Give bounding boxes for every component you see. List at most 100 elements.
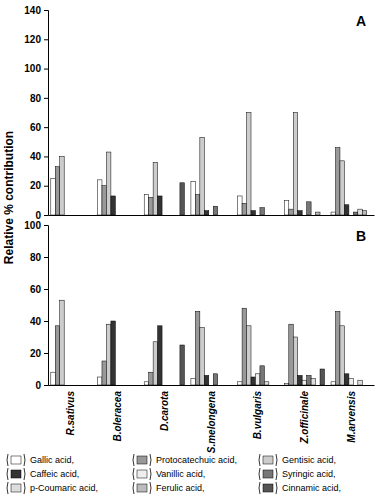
bar: [260, 208, 264, 215]
y-tick-mark: [44, 69, 48, 70]
bar: [106, 152, 110, 215]
bar: [353, 385, 357, 386]
y-tick-mark: [44, 186, 48, 187]
bar: [284, 200, 288, 215]
y-tick-mark: [44, 98, 48, 99]
y-tick: 140: [24, 5, 48, 16]
legend-item: Gentisic acid,: [259, 454, 336, 466]
y-tick-label: 120: [24, 34, 41, 45]
x-tick-label: S.melongena: [206, 391, 217, 454]
bar: [222, 215, 226, 216]
bar: [73, 215, 77, 216]
x-tick-label: B.vulgaris: [252, 391, 263, 440]
x-tick: D.carota: [159, 385, 170, 431]
legend-swatch: [11, 456, 21, 464]
bar: [255, 215, 259, 216]
legend-bracket: [7, 454, 25, 466]
bar: [180, 183, 184, 215]
y-tick: 60: [30, 284, 48, 295]
bar: [120, 215, 124, 216]
bar: [284, 383, 288, 385]
x-tick-label: R.sativus: [65, 391, 76, 436]
panel: 020406080100120140ARelative % contributi…: [2, 5, 375, 264]
bar: [269, 385, 273, 386]
bar: [349, 379, 353, 385]
y-axis-title: Relative % contribution: [2, 131, 16, 264]
y-tick-label: 100: [24, 63, 41, 74]
bar: [362, 385, 366, 386]
legend-bracket: [7, 482, 25, 494]
bar: [51, 178, 55, 215]
bar: [358, 380, 362, 385]
legend-bracket: [133, 468, 151, 480]
bar: [102, 361, 106, 385]
y-tick-mark: [44, 289, 48, 290]
x-tick-label: M.arvensis: [346, 391, 357, 443]
bar: [298, 375, 302, 385]
y-tick-mark: [44, 10, 48, 11]
bar: [133, 385, 137, 386]
y-tick: 60: [30, 122, 48, 133]
bar: [64, 215, 68, 216]
y-tick: 100: [24, 220, 48, 231]
bars: [51, 300, 362, 385]
bar: [238, 382, 242, 385]
bar: [307, 375, 311, 385]
bar: [302, 215, 306, 216]
legend-bracket: [133, 454, 151, 466]
x-tick: S.melongena: [206, 385, 217, 453]
x-tick-label: D.carota: [159, 391, 170, 431]
legend-item: Vanillic acid,: [133, 468, 205, 480]
bar: [242, 203, 246, 215]
y-tick-mark: [44, 321, 48, 322]
bar: [175, 385, 179, 386]
bar: [153, 162, 157, 215]
x-tick: M.arvensis: [346, 385, 357, 443]
bar: [87, 385, 91, 386]
bar: [55, 167, 59, 215]
bar: [362, 211, 366, 215]
legend-item: Gallic acid,: [7, 454, 74, 466]
bar: [64, 385, 68, 386]
bar: [51, 372, 55, 385]
y-tick: 20: [30, 348, 48, 359]
legend-swatch: [137, 484, 147, 492]
y-tick-mark: [44, 257, 48, 258]
y-tick-label: 80: [30, 93, 42, 104]
x-tick: B.vulgaris: [252, 385, 263, 439]
legend: Gallic acid,Protocatechuic acid,Gentisic…: [7, 454, 341, 494]
y-tick-label: 100: [24, 220, 41, 231]
bar: [60, 156, 64, 215]
bar: [316, 385, 320, 386]
y-tick-label: 20: [30, 348, 42, 359]
legend-swatch: [263, 456, 273, 464]
bar: [133, 215, 137, 216]
bar: [213, 206, 217, 215]
bar: [238, 196, 242, 215]
legend-item: Cinnamic acid,: [259, 482, 341, 494]
y-tick-label: 60: [30, 284, 42, 295]
bar: [331, 212, 335, 215]
bar: [78, 385, 82, 386]
bar: [69, 385, 73, 386]
x-tick: R.sativus: [65, 385, 76, 435]
x-tick: B.oleracea: [112, 385, 123, 442]
y-axis-line: [44, 226, 49, 386]
bar: [298, 211, 302, 215]
y-tick-mark: [44, 215, 48, 216]
y-tick-label: 0: [35, 380, 41, 391]
legend-item: Syringic acid,: [259, 468, 336, 480]
y-tick-mark: [44, 385, 48, 386]
bar: [218, 215, 222, 216]
bar: [204, 211, 208, 215]
legend-item: p-Coumaric acid,: [7, 482, 98, 494]
bar: [340, 326, 344, 385]
bar: [222, 385, 226, 386]
bar: [144, 195, 148, 216]
bar: [191, 181, 195, 215]
bar: [358, 209, 362, 215]
bar: [149, 372, 153, 385]
bar: [111, 321, 115, 385]
bar: [158, 196, 162, 215]
legend-bracket: [7, 468, 25, 480]
